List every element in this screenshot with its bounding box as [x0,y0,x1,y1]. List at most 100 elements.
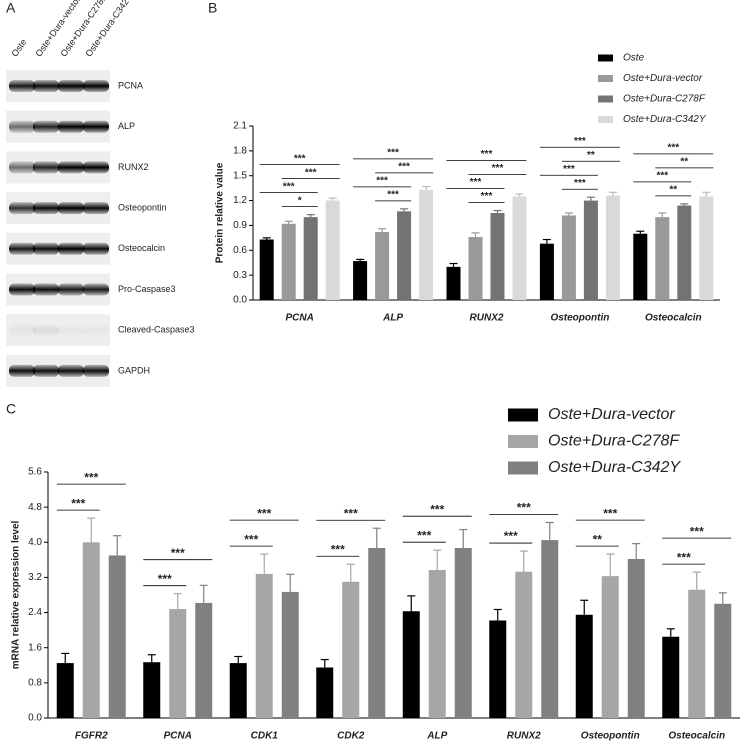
bar [575,614,593,718]
y-tick-label: 0.0 [28,713,42,724]
lane-label: Oste [9,37,28,58]
row-label: Cleaved-Caspase3 [118,325,195,335]
significance-label: *** [574,136,586,147]
blot-band [33,324,59,337]
bar [108,555,126,718]
blot-band [58,242,84,255]
y-axis-label: Protein relative value [215,162,226,263]
bar [56,663,74,718]
significance-label: *** [387,189,399,200]
bar [316,667,334,718]
blot-band [33,242,59,255]
blot-band [58,80,84,92]
significance-label: *** [344,506,358,520]
significance-label: *** [376,175,388,186]
bar [281,223,296,300]
significance-label: ** [669,185,677,196]
bar [583,200,598,300]
blot-band [33,364,59,377]
significance-label: *** [171,546,185,560]
blot-band [33,80,59,92]
x-tick-label: PCNA [164,731,192,742]
legend-swatch [598,95,613,103]
row-label: ALP [118,121,135,131]
significance-label: *** [667,143,679,154]
bar [255,573,273,718]
bar [655,217,670,300]
bar [446,266,461,300]
bar [397,211,412,300]
y-tick-label: 4.0 [28,537,42,548]
significance-label: *** [257,506,271,520]
x-tick-label: CDK1 [251,731,279,742]
legend-label: Oste+Dura-C278F [623,94,706,105]
bar [601,576,619,718]
bar [402,611,420,718]
x-tick-label: PCNA [286,313,314,324]
y-tick-label: 2.4 [28,607,42,618]
y-tick-label: 0.3 [233,270,247,281]
bar [303,217,318,300]
bar [468,237,483,300]
x-tick-label: FGFR2 [75,731,108,742]
legend-label: Oste [623,53,645,64]
y-tick-label: 1.6 [28,642,42,653]
bar [662,636,680,718]
bar [677,205,692,300]
row-label: GAPDH [118,365,150,375]
x-tick-label: RUNX2 [470,313,504,324]
row-label: PCNA [118,80,143,90]
bar [368,547,386,718]
x-tick-label: ALP [426,731,447,742]
blot-band [83,120,109,133]
y-tick-label: 3.2 [28,572,42,583]
significance-label: *** [158,572,172,586]
x-tick-label: Osteopontin [581,731,640,742]
x-tick-label: ALP [382,313,403,324]
blot-band [83,242,109,255]
bar [428,569,446,718]
bar [489,620,507,718]
significance-label: *** [470,177,482,188]
bar [353,261,368,300]
significance-label: *** [294,153,306,164]
significance-label: *** [603,506,617,520]
blot-band [58,202,84,215]
significance-label: ** [593,532,603,546]
significance-label: * [298,195,302,206]
bar [195,602,213,718]
bar [714,603,732,718]
legend-swatch [598,116,613,123]
blot-band [9,364,35,377]
legend-swatch [598,75,613,82]
significance-label: *** [517,501,531,515]
blot-band [58,324,84,336]
y-tick-label: 1.8 [233,145,247,156]
row-label: Pro-Caspase3 [118,284,176,294]
legend-label: Oste+Dura-C342Y [548,459,681,476]
legend-swatch [598,54,613,62]
y-tick-label: 1.2 [233,195,247,206]
blot-band [33,161,59,174]
significance-label: *** [656,171,668,182]
significance-label: *** [71,496,85,510]
blot-band [83,80,109,92]
significance-label: *** [398,161,410,172]
legend-label: Oste+Dura-C278F [548,433,680,450]
y-tick-label: 0.9 [233,220,247,231]
bar [512,196,527,300]
significance-label: *** [481,149,493,160]
bar [454,547,472,718]
bar [342,581,360,718]
blot-band [83,161,109,174]
blot-band [58,161,84,174]
significance-label: *** [417,528,431,542]
blot-band [9,161,35,174]
panel-label: A [6,0,16,16]
blot-band [33,283,59,296]
y-tick-label: 5.6 [28,467,42,478]
x-tick-label: Osteocalcin [668,731,725,742]
bar [82,542,100,718]
bar [229,663,247,718]
blot-band [58,283,84,296]
